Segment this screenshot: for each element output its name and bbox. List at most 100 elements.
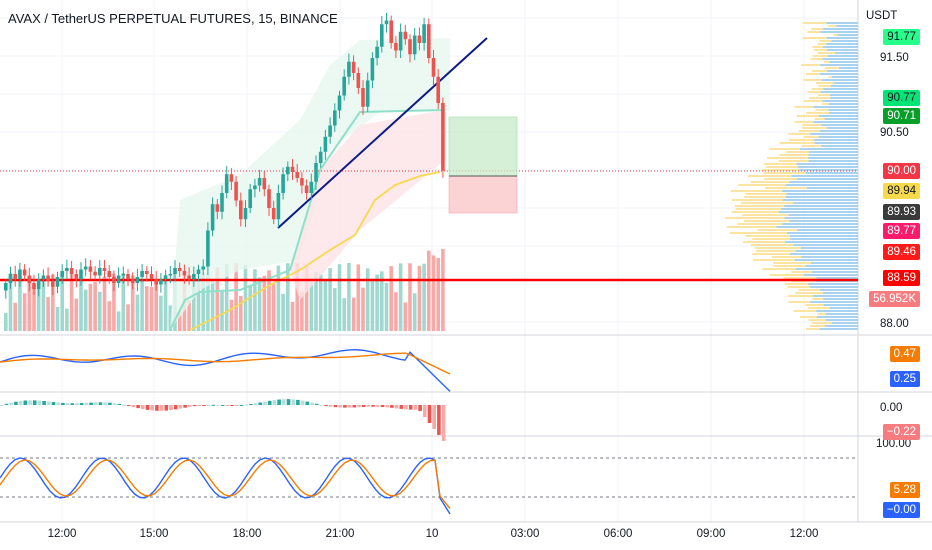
volume-bar [27,281,32,331]
vp-bar-inner [823,46,858,48]
candle-body [394,43,398,51]
macd-bar [427,405,432,423]
macd-bar [197,405,201,406]
vp-bar-inner [829,94,858,96]
volume-bar [398,263,403,331]
vp-bar-inner [830,97,858,99]
candle-body [154,279,158,285]
volume-bar [22,293,27,331]
macd-bar [366,405,371,407]
candlesticks [4,12,445,299]
macd-bar [61,402,65,405]
volume-bar [154,279,158,331]
volume-bar [201,272,205,331]
candle-body [398,31,403,51]
volume-bar [107,301,111,331]
macd-bar [220,404,225,406]
macd-bar [108,402,112,405]
volume-bar [431,255,436,331]
price-label-l1: 90.77 [883,90,920,106]
volume-bar [79,277,83,331]
vp-bar-inner [822,58,858,60]
volume-bar [384,282,389,331]
macd-bar [164,405,169,411]
volume-bar [417,265,422,331]
vp-bar-inner [808,151,858,153]
price-label-l2: 90.71 [883,108,920,124]
macd-bar [314,403,319,405]
volume-bar [102,276,107,331]
volume-bar [112,273,116,331]
volume-bar [403,302,408,331]
candle-body [365,80,370,107]
candle-body [243,208,248,220]
vp-bar-inner [819,289,858,291]
volume-bar [436,257,440,331]
candle-body [112,277,116,283]
vp-bar-inner [813,121,858,123]
candle-body [22,269,27,276]
macd-bar [380,405,385,408]
candle-body [422,24,426,43]
volume-bar [130,275,135,331]
macd-bar [404,405,408,410]
candle-body [290,166,295,172]
price-tick-88-00: 88.00 [880,318,909,330]
macd-bar [296,399,300,405]
moving-average-line [189,171,441,331]
volume-bar [337,264,342,331]
candle-body [314,163,318,182]
vp-bar-inner [807,157,858,159]
candle-body [88,266,93,272]
volume-bar [290,301,295,331]
volume-bar [304,266,309,331]
vp-bar-inner [831,322,858,324]
macd-bar [413,405,418,410]
stoch-blue-line [0,457,451,515]
volume-bar [427,250,431,331]
long-position-profit [448,116,518,177]
vp-bar-inner [839,67,858,69]
volume-bar [328,268,332,331]
indicators [0,348,858,515]
macd-bar [14,401,18,405]
candle-body [168,274,173,276]
volume-bar [248,286,252,331]
vp-bar-inner [788,214,858,216]
macd-bar [244,404,248,406]
macd-bar [371,405,375,407]
vp-bar-inner [805,265,858,267]
candle-body [32,283,36,289]
candle-body [342,76,346,96]
candle-body [145,271,149,274]
volume-bar [220,289,224,331]
macd-bar [141,405,145,410]
vp-bar-inner [822,292,858,294]
macd-bar [338,405,342,408]
candle-body [224,174,229,193]
volume-bar [361,287,365,331]
candle-body [55,277,60,287]
volume-bar [196,280,201,331]
volume-bar [309,282,314,331]
macd-bar [258,402,263,405]
macd-bar [437,405,441,435]
volume-bar [121,273,126,331]
candle-body [333,110,337,126]
time-tick-1: 12:00 [47,528,77,540]
candle-body [149,274,154,280]
vp-bar-inner [799,148,858,150]
volume-bar [408,263,412,331]
candle-body [295,172,299,178]
candle-body [431,58,436,77]
volume-bar [69,274,74,331]
vp-bar-inner [823,28,858,30]
volume-bar [389,266,393,331]
indicator-label-stoch-b: −0.00 [882,502,920,518]
vp-bar-inner [831,40,858,42]
macd-bar [343,405,347,408]
volume-bar [55,307,60,331]
macd-bar [324,405,328,406]
